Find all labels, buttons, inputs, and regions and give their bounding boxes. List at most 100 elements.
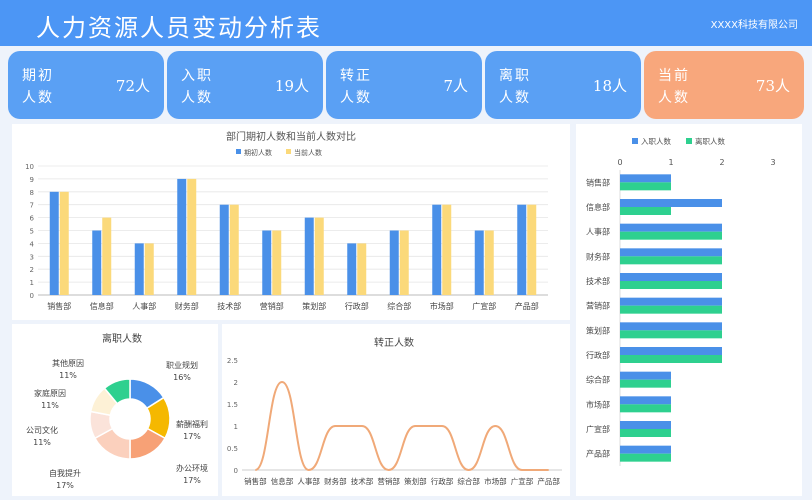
- x-tick-label: 人事部: [132, 301, 156, 311]
- bar: [442, 204, 452, 295]
- x-tick-label: 策划部: [404, 476, 427, 486]
- bar: [102, 217, 112, 295]
- y-tick-label: 行政部: [586, 350, 610, 360]
- bar: [620, 429, 671, 437]
- bar: [59, 191, 69, 295]
- kpi-label-line1: 当前: [658, 68, 690, 84]
- x-tick-label: 信息部: [271, 476, 294, 486]
- bar: [620, 396, 671, 405]
- x-tick-label: 财务部: [175, 301, 199, 311]
- bar: [620, 330, 722, 339]
- kpi-value: 18人: [592, 77, 627, 95]
- x-tick-label: 行政部: [345, 301, 369, 311]
- bar: [304, 217, 314, 295]
- x-tick-label: 技术部: [217, 301, 241, 311]
- kpi-card-resigned: 离职 人数 18人: [485, 51, 641, 119]
- bar: [620, 199, 722, 207]
- legend-label: 入职人数: [641, 136, 671, 146]
- slice-percent: 17%: [56, 481, 74, 490]
- legend-label: 当前人数: [294, 148, 322, 157]
- resignation-panel: 离职人数 职业规划 16% 薪酬福利 17% 办公环境 17% 自我提升 17% 公司文化 11% 家…: [12, 324, 218, 496]
- legend-swatch: [286, 149, 291, 154]
- x-tick-label: 行政部: [431, 476, 454, 486]
- bar: [187, 178, 197, 295]
- y-tick-label: 1: [234, 423, 238, 431]
- y-tick-label: 2.5: [227, 357, 238, 365]
- hire-resign-bar-chart: 入职人数 离职人数 0 1 2 3 销售部信息部人事部财务部技术部营销部策划部行政部综合部市…: [586, 136, 776, 466]
- x-tick-label: 策划部: [302, 301, 326, 311]
- x-tick-label: 信息部: [90, 301, 114, 311]
- bar: [620, 207, 671, 215]
- bar: [177, 178, 187, 295]
- kpi-label-line2: 人数: [658, 90, 690, 106]
- bar: [389, 230, 399, 295]
- y-tick-label: 10: [25, 163, 34, 171]
- bar: [620, 281, 722, 289]
- bar: [620, 355, 722, 363]
- slice-percent: 17%: [183, 432, 201, 441]
- legend-label: 离职人数: [695, 136, 725, 146]
- bar: [620, 297, 722, 306]
- x-tick-label: 综合部: [457, 476, 480, 486]
- slice-percent: 17%: [183, 476, 201, 485]
- legend-swatch: [632, 138, 638, 144]
- dept-comparison-panel: 部门期初人数和当前人数对比 期初人数 当前人数 0 1 2 3 4 5 6 7 8 9 10 销售部 信息部 人…: [12, 124, 570, 320]
- y-tick-label: 2: [234, 379, 238, 387]
- x-tick-label: 销售部: [244, 476, 267, 486]
- slice-percent: 11%: [59, 371, 77, 380]
- bar: [314, 217, 324, 295]
- bar: [620, 256, 722, 265]
- kpi-label-line2: 人数: [499, 90, 531, 106]
- slice-label: 自我提升: [49, 468, 81, 478]
- chart-title: 部门期初人数和当前人数对比: [226, 130, 356, 143]
- kpi-label-line1: 离职: [499, 68, 531, 84]
- bar: [272, 230, 282, 295]
- x-tick-label: 人事部: [297, 476, 320, 486]
- y-tick-label: 信息部: [586, 202, 610, 212]
- legend-swatch: [236, 149, 241, 154]
- bar: [620, 421, 671, 429]
- kpi-card-current: 当前 人数 73人: [644, 51, 804, 119]
- kpi-value: 7人: [443, 77, 468, 95]
- y-tick-label: 4: [30, 240, 35, 248]
- y-tick-label: 3: [30, 253, 34, 261]
- bar: [620, 445, 671, 454]
- bar: [49, 191, 59, 295]
- y-tick-label: 6: [30, 215, 35, 223]
- bar: [620, 453, 671, 462]
- y-tick-label: 财务部: [586, 251, 610, 261]
- bar: [432, 204, 442, 295]
- slice-percent: 11%: [33, 438, 51, 447]
- kpi-label-line2: 人数: [340, 90, 372, 106]
- bar: [620, 371, 671, 380]
- y-tick-label: 技术部: [586, 276, 610, 286]
- bar: [620, 174, 671, 183]
- slice-label: 职业规划: [166, 360, 198, 370]
- pie-slice: [103, 378, 131, 405]
- slice-label: 薪酬福利: [176, 419, 208, 429]
- chart-title: 转正人数: [374, 336, 414, 349]
- kpi-value: 72人: [115, 77, 150, 95]
- slice-label: 其他原因: [52, 358, 84, 368]
- bar: [517, 204, 527, 295]
- bar: [527, 204, 537, 295]
- y-tick-label: 广宣部: [586, 424, 610, 434]
- kpi-label-line2: 人数: [181, 90, 213, 106]
- bar: [620, 182, 671, 191]
- y-tick-label: 9: [30, 176, 34, 184]
- bar: [357, 243, 367, 295]
- kpi-label-line1: 转正: [340, 68, 372, 84]
- hire-resign-panel: 入职人数 离职人数 0 1 2 3 销售部 信息部 人事部 财务部 技术部 营销部 策划部 行政部 综合部市…: [576, 124, 802, 496]
- bar: [144, 243, 154, 295]
- regularization-line-chart: 转正人数 0 0.5 1 1.5 2 2.5 销售部 信息部 人事部 财务部 技术部 营销部 策划部 行政部…: [227, 336, 562, 486]
- y-tick-label: 2: [30, 266, 34, 274]
- y-tick-label: 7: [30, 202, 34, 210]
- x-tick-label: 产品部: [537, 476, 560, 486]
- x-tick-label: 1: [668, 158, 673, 167]
- y-tick-label: 0.5: [227, 445, 238, 453]
- kpi-value: 73人: [755, 77, 790, 95]
- slice-label: 办公环境: [176, 463, 208, 473]
- bar: [219, 204, 229, 295]
